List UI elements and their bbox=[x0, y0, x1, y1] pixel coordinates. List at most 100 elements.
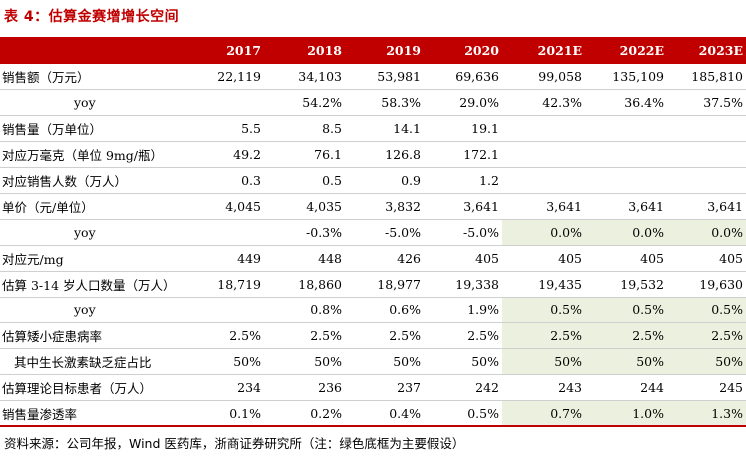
table-cell: 3,641 bbox=[424, 193, 502, 220]
table-cell: 448 bbox=[264, 245, 345, 272]
header-cell-year: 2019 bbox=[345, 37, 424, 64]
header-cell-year: 2017 bbox=[183, 37, 264, 64]
table-cell: 19.1 bbox=[424, 115, 502, 143]
header-cell-blank bbox=[0, 37, 183, 64]
table-cell bbox=[183, 297, 264, 324]
table-cell bbox=[667, 167, 746, 194]
table-cell bbox=[502, 115, 585, 143]
table-cell: 2.5% bbox=[585, 322, 667, 350]
table-cell: 405 bbox=[424, 245, 502, 272]
table-row: 销售量渗透率 0.1% 0.2% 0.4% 0.5% 0.7% 1.0% 1.3% bbox=[0, 400, 746, 428]
table-cell: 0.3 bbox=[183, 167, 264, 194]
row-label: 销售额（万元） bbox=[0, 64, 183, 91]
table-cell: 19,435 bbox=[502, 271, 585, 298]
row-label: 估算矮小症患病率 bbox=[0, 322, 183, 350]
table-cell: 42.3% bbox=[502, 89, 585, 117]
table-cell: 54.2% bbox=[264, 89, 345, 117]
row-label: yoy bbox=[0, 297, 183, 324]
table-cell: 2.5% bbox=[667, 322, 746, 350]
table-cell: 405 bbox=[502, 245, 585, 272]
table-cell: 3,641 bbox=[502, 193, 585, 220]
table-row: 估算理论目标患者（万人） 234 236 237 242 243 244 245 bbox=[0, 374, 746, 402]
table-cell: 3,832 bbox=[345, 193, 424, 220]
table-cell: 18,860 bbox=[264, 271, 345, 298]
table-cell: 237 bbox=[345, 374, 424, 402]
table-cell: 37.5% bbox=[667, 89, 746, 117]
table-cell: 34,103 bbox=[264, 64, 345, 91]
table-cell: 58.3% bbox=[345, 89, 424, 117]
row-label: yoy bbox=[0, 219, 183, 246]
header-cell-year: 2020 bbox=[424, 37, 502, 64]
table-cell: 18,719 bbox=[183, 271, 264, 298]
table-row: yoy 0.8% 0.6% 1.9% 0.5% 0.5% 0.5% bbox=[0, 297, 746, 324]
table-row: 单价（元/单位） 4,045 4,035 3,832 3,641 3,641 3,641 3,… bbox=[0, 193, 746, 220]
table-cell: 405 bbox=[585, 245, 667, 272]
table-cell: 126.8 bbox=[345, 141, 424, 169]
table-cell: 0.5% bbox=[667, 297, 746, 324]
header-row: 2017 2018 2019 2020 2021E 2022E 2023E bbox=[0, 37, 746, 64]
header-cell-year: 2021E bbox=[502, 37, 585, 64]
table-cell: 3,641 bbox=[667, 193, 746, 220]
table-cell: 0.5 bbox=[264, 167, 345, 194]
table-cell: 0.0% bbox=[502, 219, 585, 246]
table-cell: 50% bbox=[424, 348, 502, 376]
table-cell: 36.4% bbox=[585, 89, 667, 117]
table-row: 销售额（万元） 22,119 34,103 53,981 69,636 99,058 135… bbox=[0, 64, 746, 91]
table-title: 表 4：估算金赛增增长空间 bbox=[4, 9, 180, 25]
table-cell bbox=[502, 141, 585, 169]
table-cell: 29.0% bbox=[424, 89, 502, 117]
table-row: yoy 54.2% 58.3% 29.0% 42.3% 36.4% 37.5% bbox=[0, 89, 746, 117]
row-label: 对应销售人数（万人） bbox=[0, 167, 183, 194]
table-cell: 50% bbox=[502, 348, 585, 376]
table-cell bbox=[667, 115, 746, 143]
table-cell bbox=[585, 141, 667, 169]
table-cell: 99,058 bbox=[502, 64, 585, 91]
table-cell: 3,641 bbox=[585, 193, 667, 220]
table-cell: -5.0% bbox=[345, 219, 424, 246]
table-cell: 1.2 bbox=[424, 167, 502, 194]
table-cell: 0.7% bbox=[502, 400, 585, 428]
row-label: 单价（元/单位） bbox=[0, 193, 183, 220]
table-cell: -5.0% bbox=[424, 219, 502, 246]
table-cell: 1.0% bbox=[585, 400, 667, 428]
table-cell: 242 bbox=[424, 374, 502, 402]
table-cell: 50% bbox=[667, 348, 746, 376]
table-cell: 0.5% bbox=[585, 297, 667, 324]
table-cell: 53,981 bbox=[345, 64, 424, 91]
table-row: 估算矮小症患病率 2.5% 2.5% 2.5% 2.5% 2.5% 2.5% 2.5% bbox=[0, 322, 746, 350]
table-cell bbox=[183, 219, 264, 246]
table-cell: 0.6% bbox=[345, 297, 424, 324]
row-label: 对应万毫克（单位 9mg/瓶） bbox=[0, 141, 183, 169]
table-cell: 135,109 bbox=[585, 64, 667, 91]
table-row: 销售量（万单位） 5.5 8.5 14.1 19.1 bbox=[0, 115, 746, 143]
table-cell: 2.5% bbox=[424, 322, 502, 350]
table-cell: 0.2% bbox=[264, 400, 345, 428]
table-cell: 2.5% bbox=[183, 322, 264, 350]
table-cell: 172.1 bbox=[424, 141, 502, 169]
table-cell: 2.5% bbox=[502, 322, 585, 350]
table-cell: 449 bbox=[183, 245, 264, 272]
row-label: yoy bbox=[0, 89, 183, 117]
table-cell: 0.0% bbox=[667, 219, 746, 246]
table-cell: 76.1 bbox=[264, 141, 345, 169]
table-cell bbox=[585, 115, 667, 143]
table-cell: 19,338 bbox=[424, 271, 502, 298]
row-label: 其中生长激素缺乏症占比 bbox=[0, 348, 183, 376]
table-cell: 50% bbox=[585, 348, 667, 376]
row-label: 对应元/mg bbox=[0, 245, 183, 272]
table-cell: 1.3% bbox=[667, 400, 746, 428]
table-cell: 243 bbox=[502, 374, 585, 402]
row-label: 销售量（万单位） bbox=[0, 115, 183, 143]
table-row: yoy -0.3% -5.0% -5.0% 0.0% 0.0% 0.0% bbox=[0, 219, 746, 246]
table-cell bbox=[585, 167, 667, 194]
table-cell: 426 bbox=[345, 245, 424, 272]
table-cell: 244 bbox=[585, 374, 667, 402]
header-cell-year: 2022E bbox=[585, 37, 667, 64]
table-cell: 4,045 bbox=[183, 193, 264, 220]
table-cell: 69,636 bbox=[424, 64, 502, 91]
table-cell: 236 bbox=[264, 374, 345, 402]
table-cell: 19,630 bbox=[667, 271, 746, 298]
table-cell bbox=[183, 89, 264, 117]
table-cell: 0.4% bbox=[345, 400, 424, 428]
table-cell: 0.0% bbox=[585, 219, 667, 246]
